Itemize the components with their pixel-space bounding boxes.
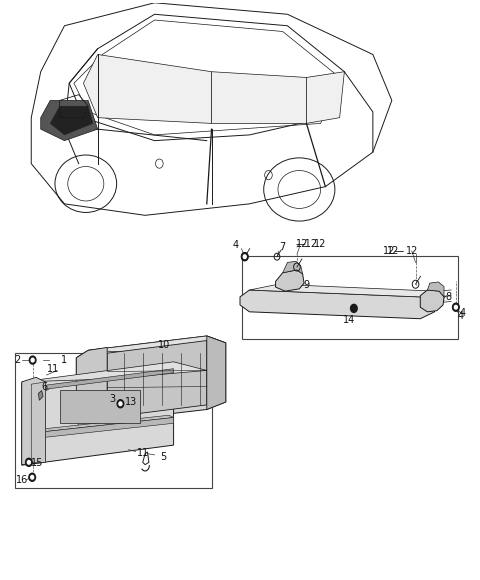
Text: 12: 12 — [297, 239, 309, 249]
Circle shape — [117, 400, 124, 408]
Text: 4: 4 — [232, 240, 238, 250]
Text: 12: 12 — [406, 246, 418, 256]
Polygon shape — [76, 416, 91, 431]
Bar — [242, 256, 458, 339]
Polygon shape — [306, 72, 344, 124]
Polygon shape — [50, 106, 93, 135]
Text: 14: 14 — [343, 315, 355, 325]
Polygon shape — [41, 100, 97, 140]
Text: 4: 4 — [460, 308, 466, 318]
Circle shape — [31, 476, 34, 479]
Circle shape — [453, 303, 459, 311]
Text: 13: 13 — [125, 397, 137, 407]
Text: 1: 1 — [61, 355, 68, 365]
Circle shape — [119, 402, 122, 405]
Text: 7: 7 — [279, 242, 286, 252]
Text: 12—: 12— — [383, 246, 405, 256]
Circle shape — [453, 304, 459, 311]
Polygon shape — [26, 369, 174, 392]
Text: 11: 11 — [137, 448, 149, 458]
Polygon shape — [207, 336, 226, 409]
Text: 12: 12 — [386, 246, 399, 256]
Text: 10: 10 — [158, 339, 170, 350]
Text: 5: 5 — [160, 452, 166, 462]
Text: 11: 11 — [47, 364, 59, 374]
Bar — [14, 353, 212, 488]
Text: 8: 8 — [446, 292, 452, 302]
Polygon shape — [250, 284, 434, 304]
Circle shape — [29, 473, 36, 481]
Polygon shape — [26, 418, 174, 440]
Polygon shape — [88, 336, 226, 352]
Text: 16: 16 — [16, 474, 28, 484]
Circle shape — [25, 458, 32, 466]
Circle shape — [243, 255, 246, 259]
Text: 6: 6 — [41, 382, 48, 392]
Polygon shape — [240, 290, 434, 319]
Polygon shape — [420, 290, 444, 312]
Polygon shape — [84, 55, 212, 124]
Polygon shape — [283, 261, 302, 274]
Polygon shape — [212, 72, 306, 124]
Circle shape — [31, 358, 34, 362]
Text: 3: 3 — [109, 394, 115, 404]
Polygon shape — [26, 415, 174, 434]
Circle shape — [241, 253, 248, 260]
Polygon shape — [76, 347, 107, 423]
Polygon shape — [31, 382, 46, 462]
Polygon shape — [22, 363, 174, 465]
Circle shape — [350, 304, 357, 313]
Bar — [60, 390, 140, 423]
Polygon shape — [76, 336, 226, 423]
Polygon shape — [22, 362, 207, 382]
Text: 4: 4 — [457, 311, 463, 321]
Polygon shape — [38, 390, 43, 400]
Text: 15: 15 — [31, 458, 43, 469]
Text: 2: 2 — [14, 355, 20, 365]
Circle shape — [27, 461, 30, 464]
Text: 9: 9 — [303, 280, 310, 291]
Text: 12: 12 — [313, 239, 326, 249]
Circle shape — [455, 306, 457, 309]
Polygon shape — [427, 282, 444, 297]
Circle shape — [29, 356, 36, 364]
Polygon shape — [22, 378, 46, 465]
Text: —12: —12 — [296, 239, 318, 249]
Polygon shape — [107, 340, 207, 418]
Polygon shape — [276, 270, 304, 291]
